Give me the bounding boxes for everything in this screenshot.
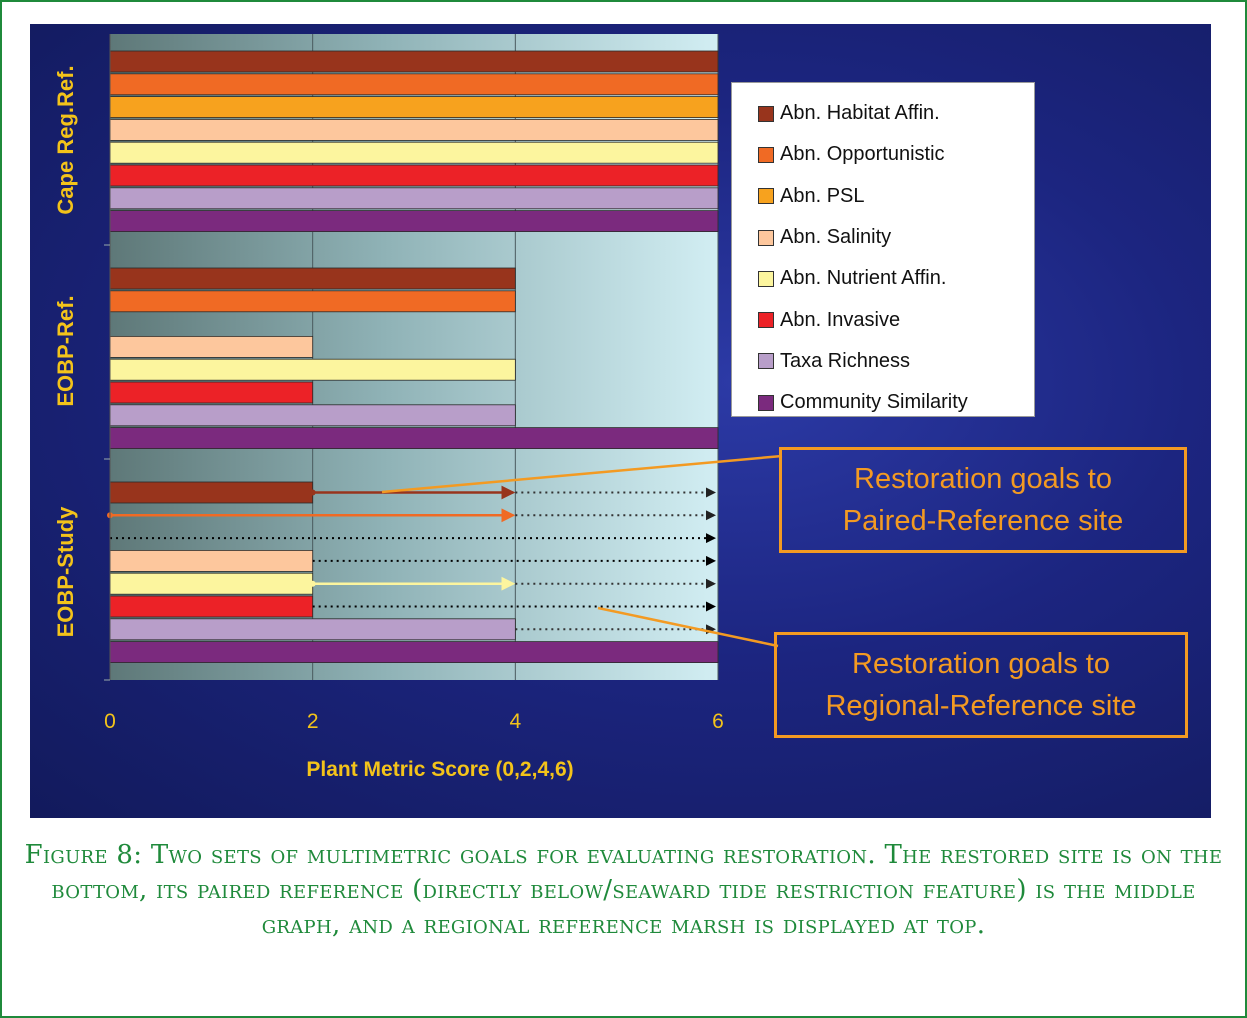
- leader-line-regional: [597, 606, 779, 648]
- legend-swatch: [758, 394, 774, 411]
- legend-swatch: [758, 188, 774, 205]
- bar: [109, 73, 719, 96]
- legend-item: Taxa Richness: [732, 341, 1034, 382]
- legend-item: Community Similarity: [732, 382, 1034, 423]
- legend-item: Abn. Salinity: [732, 217, 1034, 258]
- chart-figure: Cape Reg.Ref. EOBP-Ref. EOBP-Study 0 2 4 6 Pl…: [30, 24, 1211, 818]
- bar: [109, 595, 314, 618]
- legend-label: Abn. Salinity: [780, 226, 892, 249]
- legend-swatch: [758, 270, 774, 287]
- legend-label: Abn. Habitat Affin.: [780, 102, 940, 125]
- bar: [109, 358, 516, 381]
- callout-paired-line-1: Restoration goals to: [854, 463, 1112, 495]
- bar: [109, 119, 719, 141]
- bar: [109, 404, 516, 427]
- paired-goal-arrow-start: [309, 489, 316, 496]
- callout-paired-line-2: Paired-Reference site: [842, 505, 1124, 537]
- callout-regional-reference: Restoration goals to Regional-Reference …: [774, 632, 1188, 738]
- legend-swatch: [758, 353, 774, 370]
- bar: [109, 381, 314, 404]
- x-tick-label: 0: [104, 710, 116, 733]
- bar: [109, 210, 719, 233]
- legend-label: Abn. Nutrient Affin.: [780, 267, 947, 290]
- legend-label: Abn. Opportunistic: [780, 143, 945, 166]
- bar: [109, 427, 719, 450]
- chart-legend: Abn. Habitat Affin. Abn. Opportunistic Abn…: [731, 82, 1035, 417]
- legend-label: Abn. PSL: [780, 184, 865, 207]
- legend-item: Abn. Opportunistic: [732, 134, 1034, 175]
- bar: [109, 481, 314, 504]
- bar: [109, 50, 719, 73]
- leader-line-paired: [381, 454, 783, 494]
- x-tick-label: 4: [509, 710, 522, 733]
- bar: [109, 96, 719, 118]
- callout-regional-line-2: Regional-Reference site: [825, 690, 1137, 722]
- legend-swatch: [758, 105, 774, 122]
- legend-item: Abn. Nutrient Affin.: [732, 258, 1034, 299]
- legend-item: Abn. Invasive: [732, 299, 1034, 340]
- chart-svg: [104, 34, 783, 681]
- legend-swatch: [758, 229, 774, 246]
- bar: [109, 572, 314, 595]
- legend-item: Abn. Habitat Affin.: [732, 93, 1034, 134]
- bar: [109, 641, 719, 663]
- legend-label: Taxa Richness: [780, 349, 911, 372]
- legend-item: Abn. PSL: [732, 176, 1034, 217]
- group-label: EOBP-Study: [53, 506, 78, 638]
- group-label: Cape Reg.Ref.: [53, 65, 78, 215]
- bar: [109, 187, 719, 210]
- legend-label: Community Similarity: [780, 391, 968, 414]
- x-tick-label: 2: [306, 710, 319, 733]
- bar: [109, 164, 719, 187]
- legend-swatch: [758, 312, 774, 329]
- bar: [109, 618, 516, 641]
- paired-goal-arrow-start: [309, 580, 316, 587]
- x-tick-label: 6: [712, 710, 724, 733]
- bar: [109, 550, 314, 572]
- callout-paired-reference: Restoration goals to Paired-Reference si…: [779, 447, 1187, 553]
- legend-swatch: [758, 146, 774, 163]
- bar: [109, 335, 314, 358]
- x-axis-label: Plant Metric Score (0,2,4,6): [306, 758, 574, 781]
- figure-caption: Figure 8: Two sets of multimetric goals …: [24, 840, 1223, 940]
- bar: [109, 141, 719, 164]
- bar: [109, 267, 516, 290]
- callout-regional-line-1: Restoration goals to: [852, 648, 1110, 680]
- bar: [109, 290, 516, 313]
- legend-label: Abn. Invasive: [780, 308, 901, 331]
- group-label: EOBP-Ref.: [53, 295, 78, 407]
